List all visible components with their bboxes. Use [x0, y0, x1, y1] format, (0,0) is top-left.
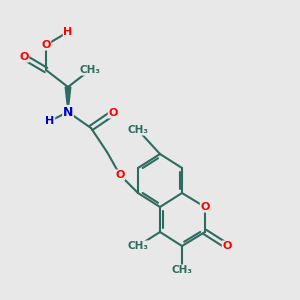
Text: CH₃: CH₃ [172, 265, 193, 275]
Text: CH₃: CH₃ [128, 125, 148, 135]
Polygon shape [65, 87, 71, 112]
Text: O: O [41, 40, 51, 50]
Text: O: O [108, 108, 118, 118]
Text: H: H [63, 27, 73, 37]
Text: CH₃: CH₃ [80, 65, 100, 75]
Text: O: O [200, 202, 210, 212]
Text: N: N [63, 106, 73, 118]
Text: H: H [45, 116, 55, 126]
Text: CH₃: CH₃ [128, 241, 148, 251]
Text: O: O [115, 170, 125, 180]
Text: O: O [19, 52, 29, 62]
Text: O: O [222, 241, 232, 251]
